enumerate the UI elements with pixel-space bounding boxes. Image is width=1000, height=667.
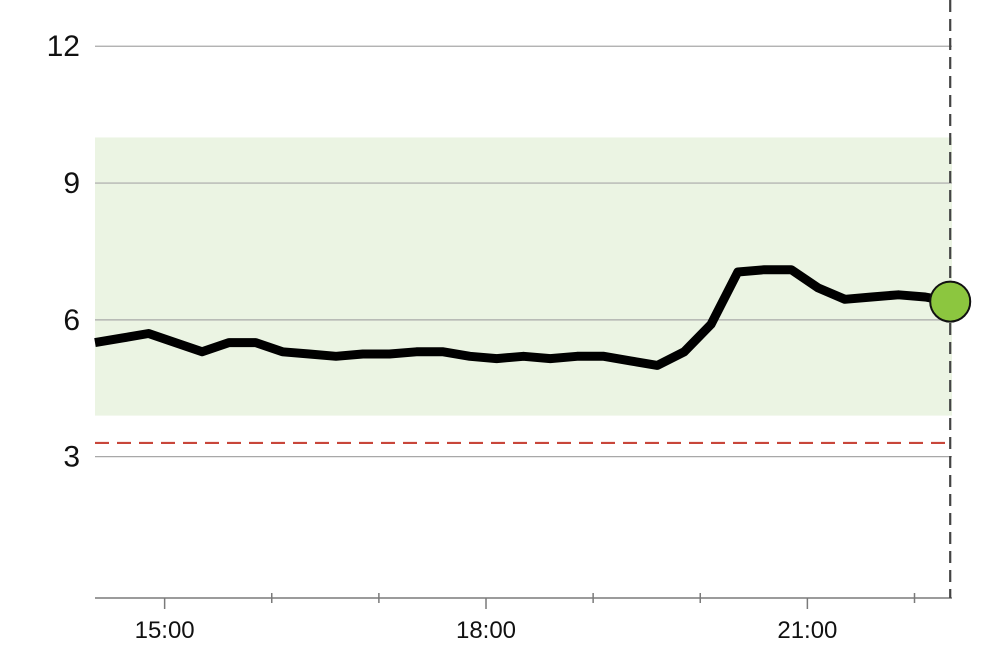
y-tick-label: 9	[63, 167, 80, 200]
x-tick-label: 18:00	[456, 617, 516, 644]
y-tick-label: 3	[63, 441, 80, 474]
y-tick-label: 6	[63, 304, 80, 337]
x-tick-label: 15:00	[135, 617, 195, 644]
x-tick-label: 21:00	[777, 617, 837, 644]
series-layer	[94, 265, 952, 370]
y-tick-label: 12	[47, 30, 80, 63]
gridline-layer	[95, 45, 952, 458]
target-range-band	[95, 137, 952, 416]
y-axis-labels: 3 6 9 12	[47, 30, 80, 473]
glucose-series-line	[94, 265, 952, 370]
x-axis-labels: 15:00 18:00 21:00	[135, 617, 838, 644]
target-range-layer	[95, 137, 952, 416]
current-reading-marker[interactable]	[929, 280, 972, 323]
x-axis	[95, 593, 952, 609]
current-reading-layer	[929, 280, 972, 323]
